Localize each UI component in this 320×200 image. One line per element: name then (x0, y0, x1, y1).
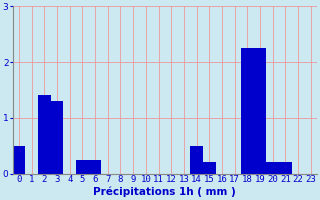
Bar (279, 162, 292, 174)
Bar (89, 160, 101, 174)
Bar (203, 162, 216, 174)
Bar (51, 101, 63, 174)
Bar (241, 48, 254, 174)
Bar (38, 95, 51, 174)
Bar (254, 48, 266, 174)
Bar (190, 146, 203, 174)
X-axis label: Précipitations 1h ( mm ): Précipitations 1h ( mm ) (93, 187, 236, 197)
Bar (76, 160, 89, 174)
Bar (13, 146, 25, 174)
Bar (266, 162, 279, 174)
